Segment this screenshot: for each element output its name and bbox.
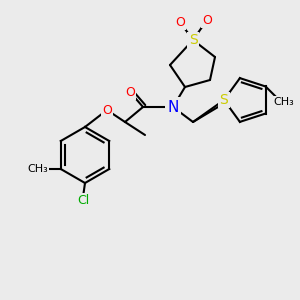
Text: O: O xyxy=(202,14,212,26)
Text: S: S xyxy=(220,93,228,107)
Text: CH₃: CH₃ xyxy=(273,98,294,107)
Text: O: O xyxy=(102,103,112,116)
Text: Cl: Cl xyxy=(77,194,89,208)
Text: S: S xyxy=(189,33,197,47)
Text: O: O xyxy=(175,16,185,28)
Text: CH₃: CH₃ xyxy=(27,164,48,174)
Text: N: N xyxy=(167,100,179,115)
Text: O: O xyxy=(125,85,135,98)
Text: N: N xyxy=(168,100,178,114)
